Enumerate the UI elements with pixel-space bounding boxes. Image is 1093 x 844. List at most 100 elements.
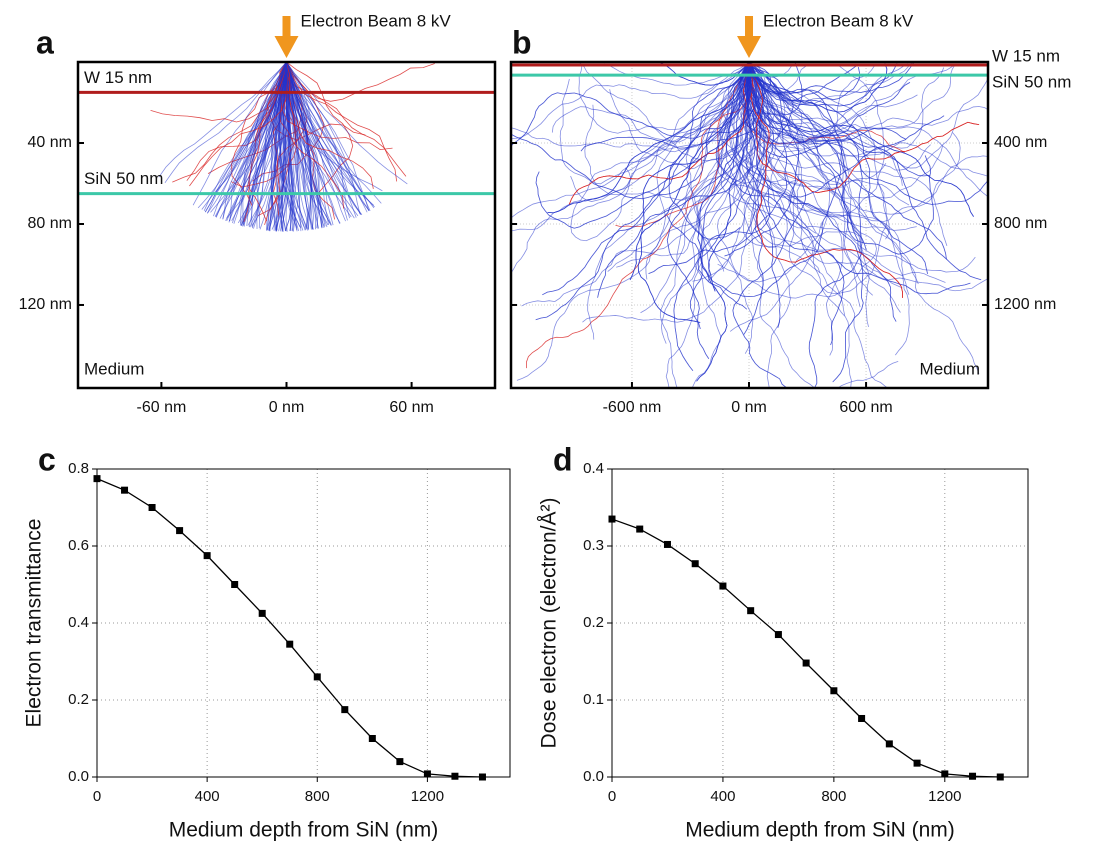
trajectory — [748, 62, 803, 115]
trajectory — [666, 62, 842, 297]
trajectory — [279, 62, 292, 231]
y-tick-label: 0.8 — [68, 460, 89, 477]
x-tick-label: -600 nm — [603, 399, 662, 416]
trajectory — [748, 62, 988, 215]
data-point — [396, 758, 404, 766]
trajectory — [748, 62, 982, 281]
y-tick-label: 0.0 — [583, 768, 604, 785]
trajectory — [597, 62, 759, 298]
trajectory — [745, 62, 934, 255]
layer-label: W 15 nm — [992, 47, 1060, 66]
layer-label: SiN 50 nm — [84, 169, 163, 188]
data-point — [231, 581, 239, 588]
data-point — [719, 582, 727, 590]
x-tick-label: 1200 — [411, 788, 444, 805]
trajectory — [615, 62, 750, 228]
trajectory — [281, 62, 308, 229]
layer-label: SiN 50 nm — [992, 73, 1071, 92]
panel-letter: c — [38, 441, 56, 477]
trajectory — [686, 62, 750, 283]
beam-arrow-head — [274, 36, 299, 58]
plot-frame — [96, 468, 511, 778]
trajectory — [725, 62, 781, 328]
trajectory — [744, 62, 971, 295]
x-tick-label: 0 — [608, 788, 616, 805]
trajectory — [637, 62, 751, 323]
trajectory — [659, 62, 750, 388]
trajectory — [286, 62, 398, 182]
trajectory — [511, 62, 750, 140]
trajectory — [748, 62, 874, 296]
trajectory — [511, 62, 750, 275]
trajectory — [197, 62, 287, 209]
data-line — [611, 518, 1001, 778]
trajectory — [697, 62, 771, 310]
x-tick-label: 60 nm — [389, 399, 433, 416]
trajectory — [746, 62, 864, 383]
x-tick-label: 0 nm — [731, 399, 767, 416]
trajectories — [150, 62, 435, 232]
trajectory — [201, 62, 287, 210]
trajectory — [158, 62, 287, 178]
trajectory — [580, 62, 765, 152]
trajectory — [525, 62, 755, 369]
trajectory — [286, 62, 371, 212]
trajectory — [748, 62, 898, 107]
trajectory — [516, 62, 752, 381]
trajectory — [660, 62, 764, 344]
trajectory — [535, 62, 751, 229]
trajectory — [570, 62, 750, 202]
trajectory — [666, 62, 756, 359]
y-tick-label: 0.2 — [68, 691, 89, 708]
data-point — [941, 770, 949, 778]
trajectory — [645, 62, 774, 280]
y-tick-label: 0.1 — [583, 691, 604, 708]
trajectory — [748, 62, 988, 169]
x-tick-label: 400 — [710, 788, 735, 805]
data-point — [93, 475, 101, 483]
trajectory — [648, 62, 788, 275]
trajectory — [739, 62, 876, 150]
y-axis-label: Electron transmittance — [23, 519, 46, 728]
trajectory — [559, 62, 750, 185]
beam-label: Electron Beam 8 kV — [763, 11, 914, 30]
trajectory — [732, 62, 886, 218]
data-line — [96, 478, 483, 778]
trajectory — [744, 62, 980, 375]
data-point — [996, 773, 1004, 781]
trajectory — [276, 62, 289, 232]
trajectory — [511, 62, 750, 200]
trajectory — [286, 62, 382, 204]
x-tick-label: 800 — [305, 788, 330, 805]
data-point — [313, 673, 321, 681]
trajectory — [521, 62, 757, 307]
y-tick-label: 0.6 — [68, 537, 89, 554]
trajectory — [547, 62, 750, 214]
layer-label: W 15 nm — [84, 68, 152, 87]
y-tick-label: 40 nm — [28, 134, 72, 151]
trajectory — [724, 62, 800, 257]
data-point — [858, 714, 866, 722]
trajectory — [747, 62, 907, 158]
data-point — [423, 770, 431, 778]
data-point — [203, 552, 211, 560]
data-point — [663, 540, 671, 548]
y-tick-label: 80 nm — [28, 215, 72, 232]
y-tick-label: 400 nm — [994, 134, 1047, 151]
data-point — [636, 525, 644, 533]
trajectory — [607, 62, 761, 272]
trajectory — [286, 62, 306, 231]
trajectory — [665, 62, 750, 388]
trajectory — [286, 62, 408, 185]
trajectories — [511, 62, 988, 388]
trajectory — [274, 62, 287, 231]
data-point — [747, 607, 755, 615]
trajectory — [249, 62, 287, 228]
trajectory — [740, 62, 897, 322]
trajectory — [232, 62, 287, 224]
x-tick-label: 0 nm — [269, 399, 305, 416]
trajectory — [286, 62, 362, 215]
trajectory — [587, 62, 775, 340]
trajectory — [748, 62, 863, 388]
